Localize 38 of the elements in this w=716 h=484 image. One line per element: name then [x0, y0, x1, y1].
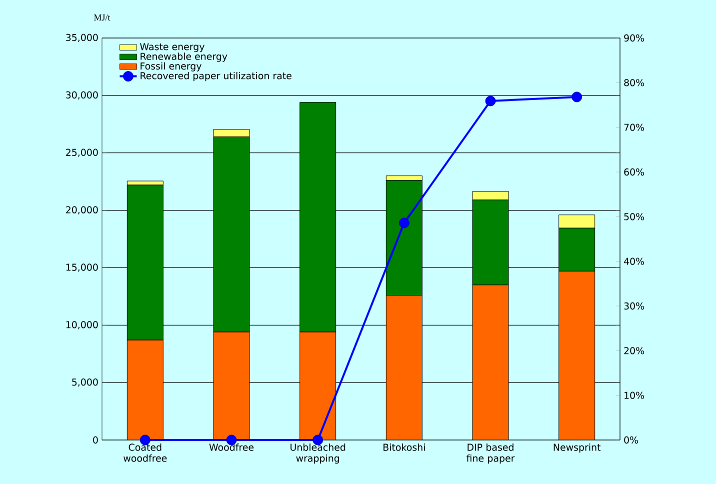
y2-tick-label: 0%: [624, 436, 638, 444]
y-tick-label: 0: [93, 436, 98, 444]
y-tick-label: 35,000: [66, 34, 98, 42]
x-tick-label: Coated woodfree: [124, 444, 167, 462]
legend-label: Fossil energy: [140, 62, 202, 72]
y-tick-label: 25,000: [66, 148, 98, 157]
y2-tick-label: 90%: [624, 34, 644, 42]
bar: [126, 340, 164, 440]
x-tick-label: DIP based fine paper: [466, 444, 515, 464]
y-tick-label: 30,000: [66, 91, 98, 100]
point: [485, 96, 496, 106]
y2-tick-label: 60%: [624, 168, 644, 176]
y2-tick-label: 20%: [624, 347, 644, 354]
y-tick-label: 15,000: [66, 264, 98, 272]
y-tick-label: 5,000: [72, 378, 98, 387]
x-tick-label: Woodfree: [209, 444, 254, 451]
y2-tick-label: 10%: [624, 392, 644, 399]
point: [572, 92, 582, 102]
y-axis-title: MJ/t: [94, 14, 110, 20]
y-tick-label: 20,000: [66, 206, 98, 214]
y-tick-label: 10,000: [66, 321, 98, 330]
bar: [472, 284, 509, 440]
bar: [300, 332, 336, 440]
y2-tick-label: 70%: [624, 124, 644, 131]
bar: [386, 295, 422, 440]
x-tick-label: Bitokoshi: [384, 444, 425, 451]
y2-tick-label: 50%: [624, 213, 644, 220]
x-tick-label: Newsprint: [554, 444, 601, 453]
point: [398, 218, 410, 228]
legend-label: Recovered paper utilization rate: [140, 72, 292, 82]
y2-tick-label: 30%: [624, 302, 644, 310]
x-tick-label: Unbleached wrapping: [290, 444, 346, 464]
legend-label: Renewable energy: [140, 52, 228, 62]
legend-label: Waste energy: [140, 43, 204, 52]
y2-tick-label: 40%: [624, 258, 644, 265]
y2-tick-label: 80%: [624, 79, 644, 86]
bar: [213, 332, 250, 440]
bar: [558, 270, 596, 440]
